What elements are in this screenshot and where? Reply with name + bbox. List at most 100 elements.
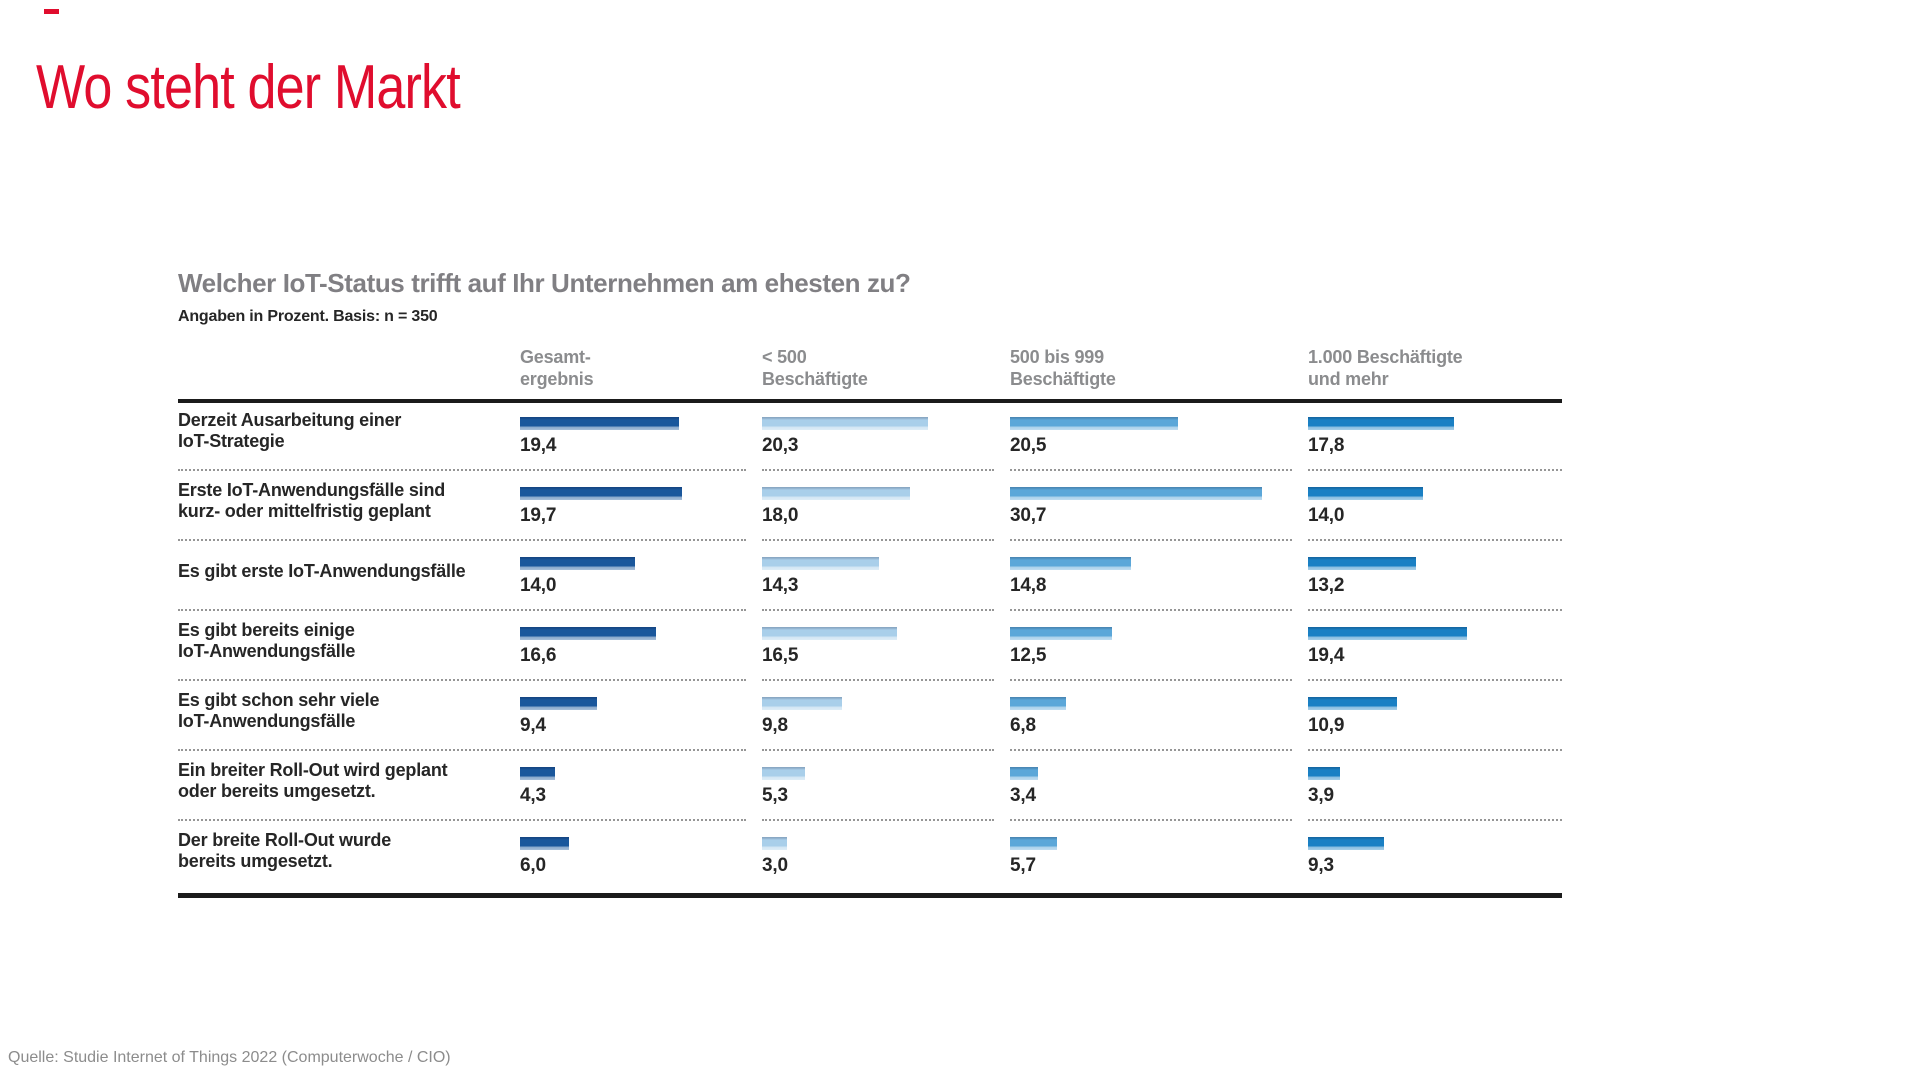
page-title: Wo steht der Markt xyxy=(36,53,461,122)
bar xyxy=(1010,417,1178,430)
column-header-unter-500: < 500 Beschäftigte xyxy=(762,346,1010,399)
column-header-line: Beschäftigte xyxy=(762,369,868,389)
bar xyxy=(762,627,897,640)
row-label-cell: Ein breiter Roll-Out wird geplant oder be… xyxy=(178,753,520,809)
bar-cell-500-999: 14,8 xyxy=(1010,543,1308,613)
row-label: Ein breiter Roll-Out wird geplant oder be… xyxy=(178,760,448,801)
row-label-cell: Es gibt schon sehr viele IoT-Anwendungsfä… xyxy=(178,683,520,739)
bar xyxy=(1308,767,1340,780)
bar-value-label: 9,3 xyxy=(1308,855,1334,876)
column-header-line: Beschäftigte xyxy=(1010,369,1116,389)
bar-cell-500-999: 5,7 xyxy=(1010,823,1308,893)
red-accent-dash xyxy=(44,9,59,14)
bar-value-label: 10,9 xyxy=(1308,715,1345,736)
bar-cell-unter-500: 5,3 xyxy=(762,753,1010,823)
bar-value-label: 14,0 xyxy=(1308,505,1345,526)
bar xyxy=(762,417,928,430)
row-separator xyxy=(1308,819,1562,821)
row-label: Erste IoT-Anwendungsfälle sind kurz- oder… xyxy=(178,480,446,521)
row-separator xyxy=(762,679,994,681)
table-row: Erste IoT-Anwendungsfälle sind kurz- oder… xyxy=(178,473,1562,543)
bar xyxy=(1010,697,1066,710)
bar xyxy=(520,487,682,500)
table-row: Der breite Roll-Out wurde bereits umgeset… xyxy=(178,823,1562,893)
row-separator xyxy=(178,749,746,751)
row-separator xyxy=(178,679,746,681)
column-header-spacer xyxy=(178,346,520,399)
row-label: Derzeit Ausarbeitung einer IoT-Strategie xyxy=(178,410,402,451)
column-header-line: 500 bis 999 xyxy=(1010,347,1104,367)
bar-value-label: 5,7 xyxy=(1010,855,1036,876)
bar-value-label: 13,2 xyxy=(1308,575,1345,596)
bar xyxy=(1308,487,1423,500)
row-label-cell: Es gibt bereits einige IoT-Anwendungsfäll… xyxy=(178,613,520,669)
bar-value-label: 9,4 xyxy=(520,715,546,736)
bar-value-label: 5,3 xyxy=(762,785,788,806)
bar xyxy=(520,767,555,780)
bar-cell-1000-mehr: 10,9 xyxy=(1308,683,1562,753)
bar-cell-1000-mehr: 9,3 xyxy=(1308,823,1562,893)
bar xyxy=(1010,837,1057,850)
bar xyxy=(1010,767,1038,780)
bar-cell-gesamtergebnis: 19,4 xyxy=(520,403,762,473)
column-header-gesamtergebnis: Gesamt- ergebnis xyxy=(520,346,762,399)
bar-value-label: 16,6 xyxy=(520,645,557,666)
bar xyxy=(1308,417,1454,430)
table-row: Es gibt erste IoT-Anwendungsfälle 14,0 1… xyxy=(178,543,1562,613)
chart-subtitle: Angaben in Prozent. Basis: n = 350 xyxy=(178,308,438,325)
bar-cell-unter-500: 16,5 xyxy=(762,613,1010,683)
bar-cell-gesamtergebnis: 4,3 xyxy=(520,753,762,823)
bar-value-label: 20,5 xyxy=(1010,435,1047,456)
bar-cell-500-999: 6,8 xyxy=(1010,683,1308,753)
bar-value-label: 30,7 xyxy=(1010,505,1047,526)
bar-value-label: 16,5 xyxy=(762,645,799,666)
row-separator xyxy=(1308,749,1562,751)
bar-value-label: 14,8 xyxy=(1010,575,1047,596)
column-header-row: Gesamt- ergebnis < 500 Beschäftigte 500 … xyxy=(178,346,1562,403)
bar-cell-500-999: 3,4 xyxy=(1010,753,1308,823)
column-header-1000-mehr: 1.000 Beschäftigte und mehr xyxy=(1308,346,1562,399)
bar-value-label: 3,9 xyxy=(1308,785,1334,806)
table-row: Es gibt bereits einige IoT-Anwendungsfäll… xyxy=(178,613,1562,683)
bar xyxy=(762,837,787,850)
column-header-line: ergebnis xyxy=(520,369,594,389)
row-separator xyxy=(178,819,746,821)
row-separator xyxy=(178,469,746,471)
table-row: Es gibt schon sehr viele IoT-Anwendungsfä… xyxy=(178,683,1562,753)
row-separator xyxy=(1308,679,1562,681)
row-label-cell: Derzeit Ausarbeitung einer IoT-Strategie xyxy=(178,403,520,459)
bar-value-label: 14,3 xyxy=(762,575,799,596)
bar-value-label: 14,0 xyxy=(520,575,557,596)
bar-cell-unter-500: 3,0 xyxy=(762,823,1010,893)
bar-cell-1000-mehr: 3,9 xyxy=(1308,753,1562,823)
row-separator xyxy=(1010,819,1292,821)
row-separator xyxy=(762,469,994,471)
bar-value-label: 18,0 xyxy=(762,505,799,526)
row-separator xyxy=(762,539,994,541)
bar-value-label: 3,4 xyxy=(1010,785,1036,806)
column-header-500-999: 500 bis 999 Beschäftigte xyxy=(1010,346,1308,399)
row-separator xyxy=(178,539,746,541)
row-separator xyxy=(762,819,994,821)
column-header-line: < 500 xyxy=(762,347,807,367)
row-separator xyxy=(1308,539,1562,541)
table-row: Derzeit Ausarbeitung einer IoT-Strategie … xyxy=(178,403,1562,473)
table-body: Derzeit Ausarbeitung einer IoT-Strategie … xyxy=(178,403,1562,898)
bar-value-label: 6,0 xyxy=(520,855,546,876)
bar-cell-500-999: 12,5 xyxy=(1010,613,1308,683)
bar-cell-1000-mehr: 19,4 xyxy=(1308,613,1562,683)
iot-status-chart: Welcher IoT-Status trifft auf Ihr Untern… xyxy=(178,268,1562,898)
bar xyxy=(520,837,569,850)
bar xyxy=(762,697,842,710)
bar-cell-gesamtergebnis: 19,7 xyxy=(520,473,762,543)
row-separator xyxy=(1010,679,1292,681)
bar-cell-unter-500: 20,3 xyxy=(762,403,1010,473)
column-header-line: 1.000 Beschäftigte xyxy=(1308,347,1463,367)
bar-value-label: 19,7 xyxy=(520,505,557,526)
source-note: Quelle: Studie Internet of Things 2022 (… xyxy=(8,1049,451,1066)
bar xyxy=(1010,487,1262,500)
bar-value-label: 4,3 xyxy=(520,785,546,806)
table-row: Ein breiter Roll-Out wird geplant oder be… xyxy=(178,753,1562,823)
bar-cell-gesamtergebnis: 14,0 xyxy=(520,543,762,613)
bar-cell-gesamtergebnis: 16,6 xyxy=(520,613,762,683)
